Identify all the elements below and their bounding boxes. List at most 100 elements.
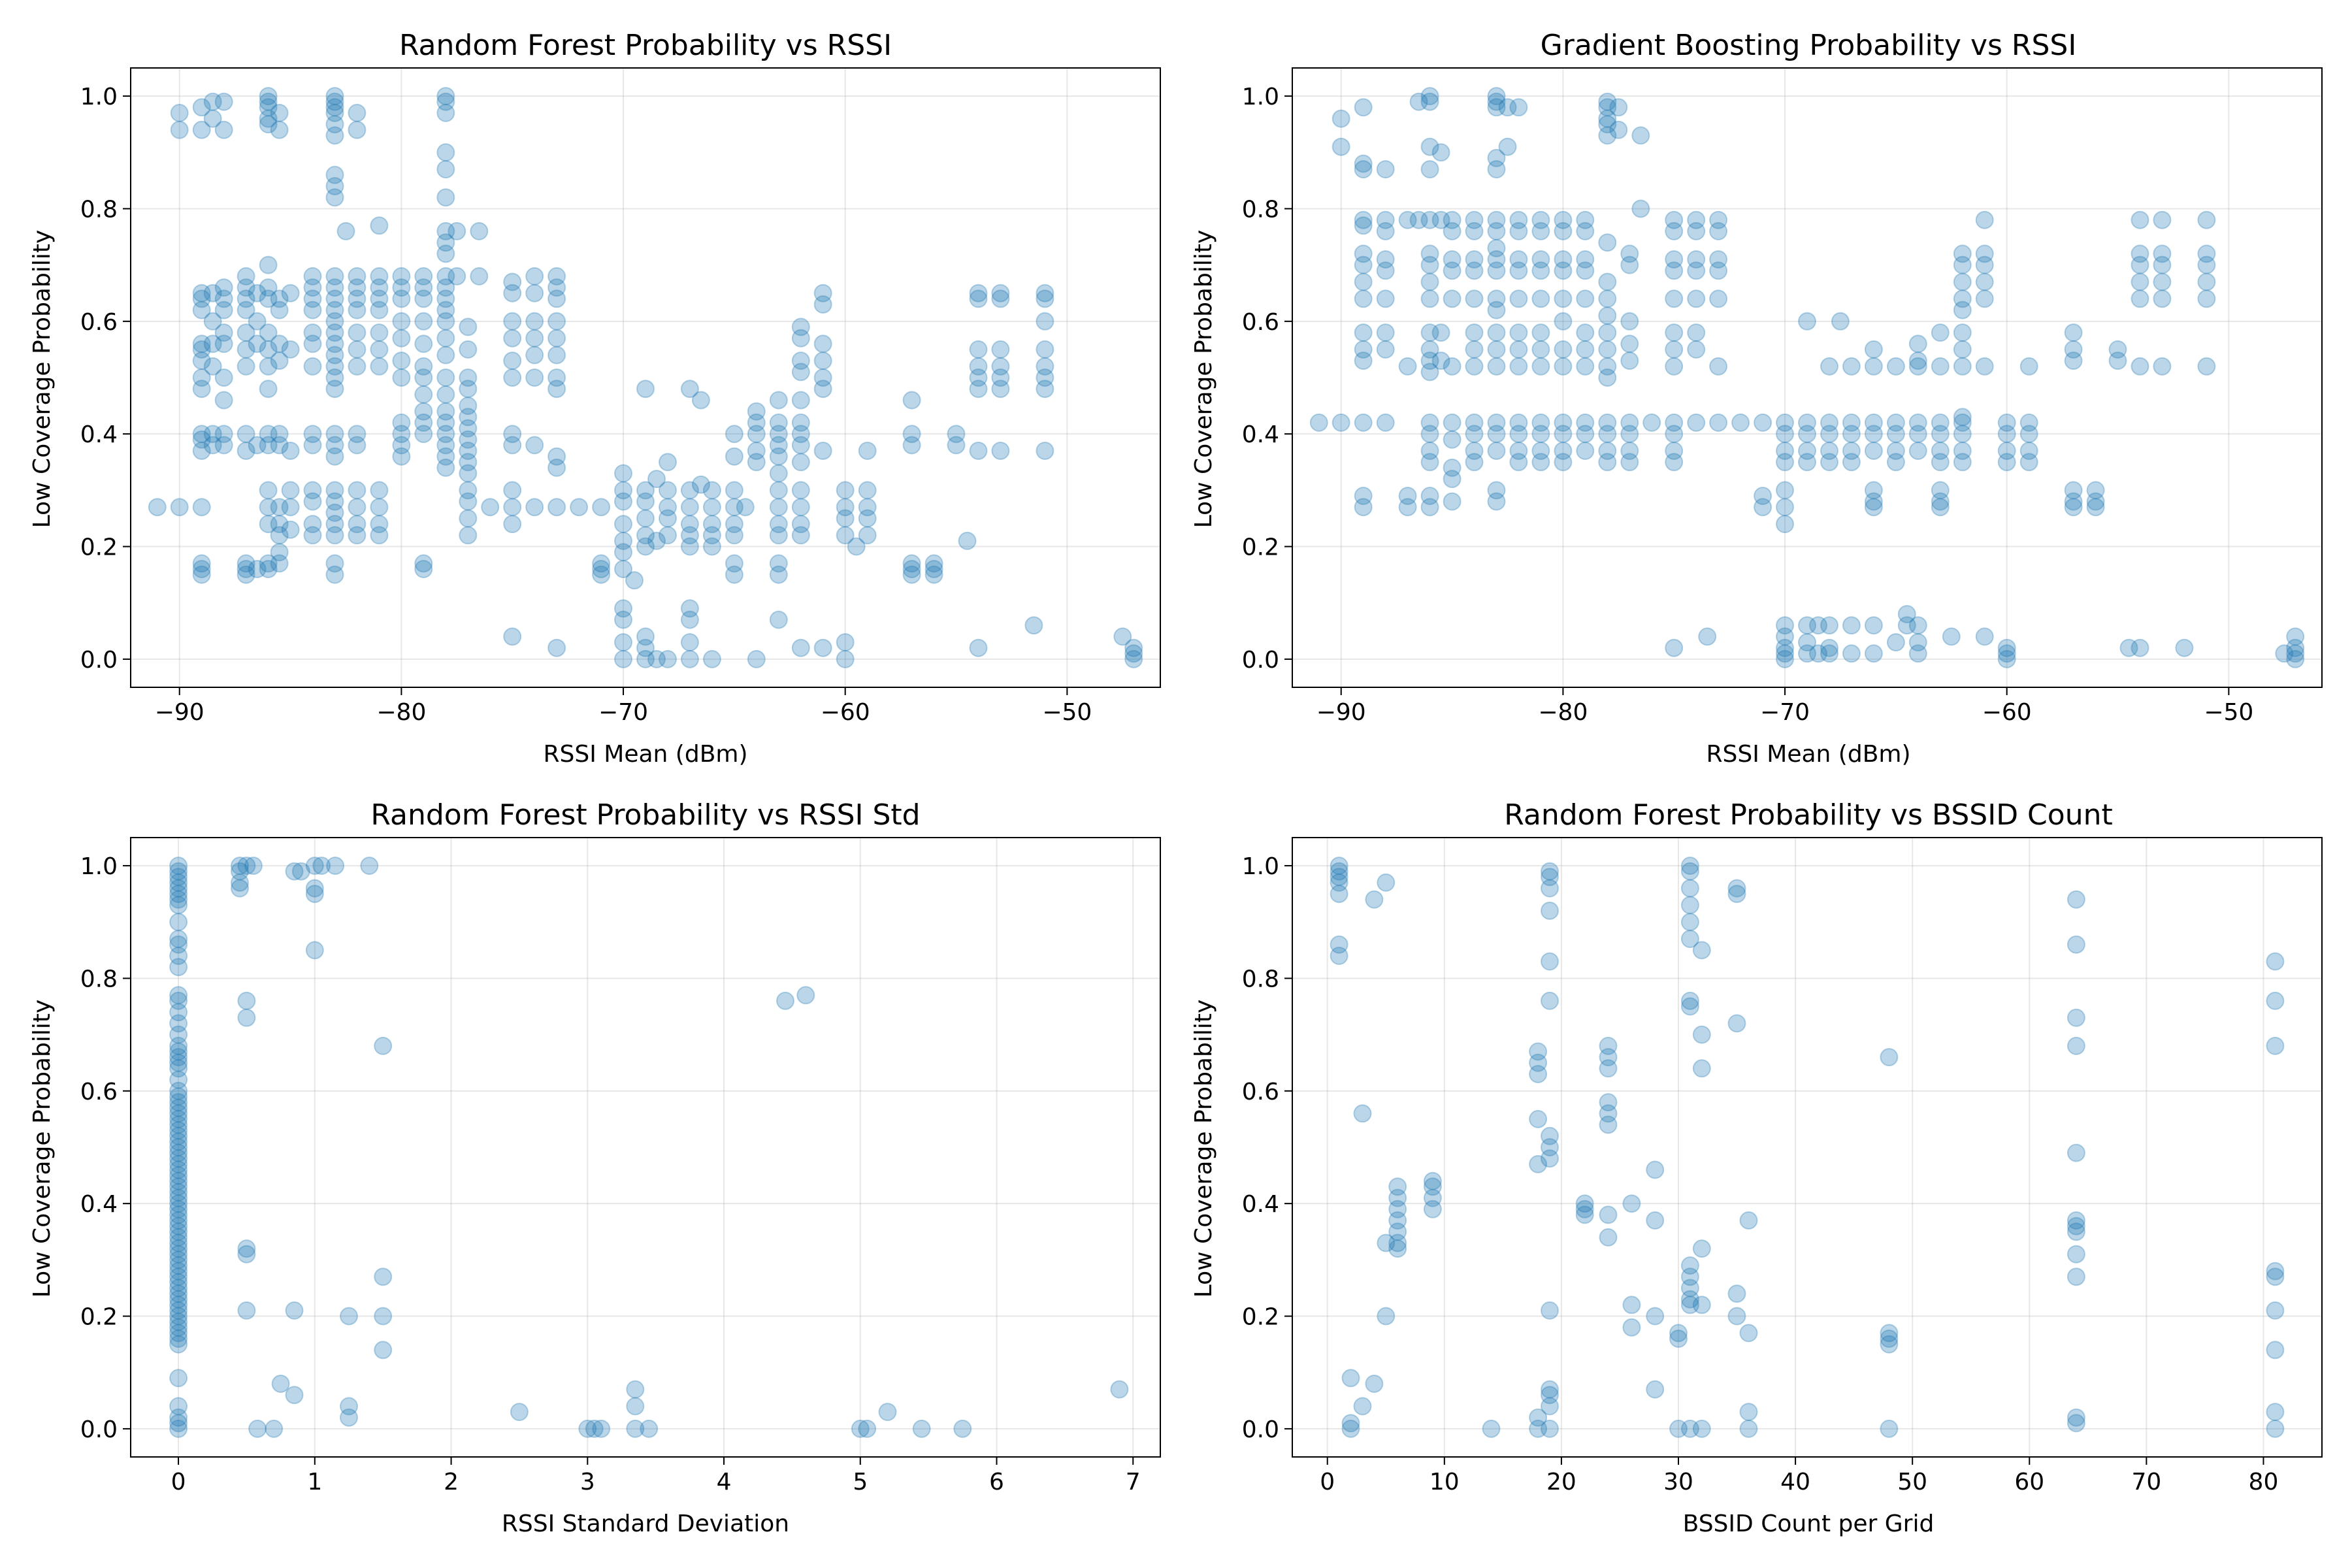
scatter-point	[169, 1154, 188, 1173]
scatter-point	[2175, 638, 2194, 657]
scatter-point	[248, 560, 267, 578]
scatter-point	[169, 857, 188, 875]
scatter-point	[1353, 1104, 1372, 1123]
scatter-point	[947, 436, 966, 455]
scatter-point	[325, 357, 344, 376]
scatter-point	[259, 425, 278, 444]
scatter-point	[169, 1284, 188, 1303]
scatter-point	[169, 1262, 188, 1281]
x-tick-label: 40	[1780, 1469, 1810, 1495]
scatter-point	[370, 216, 389, 235]
scatter-point	[169, 1149, 188, 1168]
scatter-point	[1388, 1239, 1407, 1258]
x-tick-label: 0	[1320, 1469, 1335, 1495]
scatter-point	[680, 649, 699, 668]
scatter-point	[414, 267, 433, 286]
scatter-point	[1443, 470, 1462, 489]
scatter-point	[1354, 98, 1373, 117]
scatter-point	[169, 862, 188, 881]
scatter-point	[1309, 413, 1328, 432]
scatter-point	[1798, 453, 1816, 472]
scatter-point	[169, 890, 188, 909]
scatter-point	[2153, 210, 2172, 229]
scatter-point	[1487, 340, 1506, 359]
scatter-point	[947, 425, 966, 444]
scatter-point	[1541, 1138, 1559, 1156]
scatter-point	[1908, 442, 1927, 460]
scatter-point	[237, 857, 256, 875]
scatter-point	[1036, 340, 1054, 359]
scatter-point	[1886, 413, 1905, 432]
scatter-point	[858, 442, 877, 460]
scatter-point	[1554, 312, 1573, 331]
scatter-point	[1598, 109, 1617, 128]
subplot-title: Random Forest Probability vs BSSID Count	[1504, 798, 2112, 832]
scatter-point	[169, 1104, 188, 1123]
scatter-point	[265, 1419, 284, 1438]
scatter-point	[270, 436, 289, 455]
scatter-point	[1646, 1211, 1665, 1230]
scatter-point	[1820, 453, 1838, 472]
scatter-point	[370, 357, 389, 376]
scatter-point	[2066, 1222, 2085, 1241]
scatter-point	[270, 543, 289, 562]
scatter-point	[259, 278, 278, 297]
scatter-point	[1687, 221, 1706, 240]
scatter-point	[1554, 289, 1573, 308]
scatter-point	[436, 425, 455, 444]
scatter-point	[414, 368, 433, 387]
scatter-point	[747, 402, 766, 421]
scatter-point	[2131, 289, 2149, 308]
scatter-point	[2108, 340, 2127, 359]
scatter-point	[813, 368, 832, 387]
x-tick-label: 10	[1429, 1469, 1460, 1495]
scatter-point	[325, 301, 344, 319]
scatter-point	[1354, 351, 1373, 370]
scatter-point	[1931, 413, 1950, 432]
scatter-point	[1541, 1126, 1559, 1145]
scatter-point	[1953, 442, 1972, 460]
scatter-point	[1330, 947, 1348, 965]
scatter-point	[858, 509, 877, 528]
scatter-point	[270, 498, 289, 517]
scatter-point	[1931, 357, 1950, 376]
scatter-point	[214, 278, 233, 297]
grid	[131, 68, 1160, 687]
scatter-point	[374, 1341, 393, 1360]
scatter-point	[680, 380, 699, 399]
scatter-point	[231, 873, 249, 892]
y-tick-label: 0.0	[80, 1416, 118, 1443]
scatter-point	[1598, 126, 1617, 145]
scatter-point	[148, 498, 167, 517]
scatter-point	[1420, 210, 1439, 229]
scatter-point	[2064, 323, 2083, 342]
scatter-point	[1864, 492, 1883, 511]
scatter-point	[436, 385, 455, 404]
scatter-point	[1642, 413, 1661, 432]
scatter-point	[1443, 261, 1462, 280]
scatter-point	[1687, 289, 1706, 308]
scatter-point	[1554, 357, 1573, 376]
scatter-point	[169, 879, 188, 898]
scatter-point	[1599, 1036, 1618, 1055]
scatter-point	[702, 649, 721, 668]
scatter-point	[2064, 481, 2083, 500]
y-tick-label: 0.0	[1242, 1416, 1279, 1443]
scatter-point	[1665, 442, 1684, 460]
scatter-point	[1531, 442, 1550, 460]
scatter-point	[525, 368, 544, 387]
scatter-point	[2197, 272, 2216, 291]
scatter-point	[169, 1369, 188, 1388]
scatter-point	[459, 430, 478, 449]
scatter-point	[169, 1324, 188, 1343]
scatter-point	[1975, 255, 1994, 274]
scatter-point	[436, 92, 455, 111]
scatter-point	[436, 188, 455, 207]
scatter-point	[1886, 442, 1905, 460]
scatter-points	[1309, 87, 2305, 668]
scatter-point	[769, 436, 788, 455]
scatter-point	[1465, 289, 1484, 308]
scatter-point	[340, 1307, 358, 1326]
scatter-point	[169, 873, 188, 892]
scatter-point	[370, 278, 389, 297]
